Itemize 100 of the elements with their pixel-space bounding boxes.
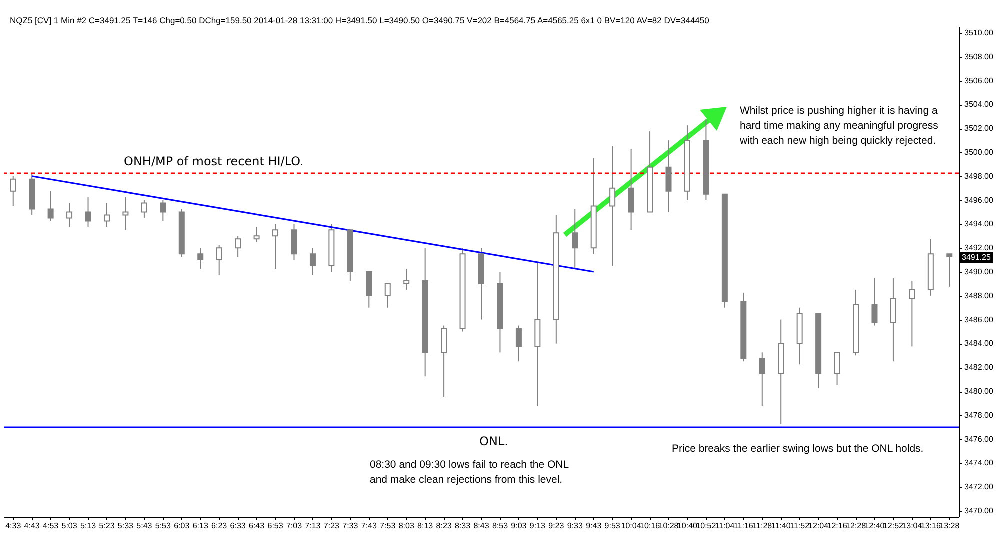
x-tick-label: 13:16 xyxy=(920,522,942,530)
x-tick-label: 7:03 xyxy=(286,522,303,530)
x-tick-label: 8:03 xyxy=(398,522,415,530)
y-tick-label: 3504.00 xyxy=(964,100,994,110)
candlestick xyxy=(610,146,616,267)
ref-line-label: ONL. xyxy=(480,434,508,448)
y-tick-label: 3510.00 xyxy=(964,28,994,38)
x-tick-label: 5:43 xyxy=(136,522,153,530)
candlestick xyxy=(160,200,166,222)
y-tick-label: 3486.00 xyxy=(964,315,994,324)
x-tick-label: 5:13 xyxy=(80,522,97,530)
x-tick-label: 7:33 xyxy=(342,522,359,530)
chart-title: NQZ5 [CV] 1 Min #2 C=3491.25 T=146 Chg=0.50 DChg=159.50 2014-01-28 13:31:00 H=3491.50 L=3490.50 O=3490.75 V=202 B=4564.75 A=4565.25 6x1 0 BV=120 AV=82 DV=344450 xyxy=(10,16,710,26)
x-tick-label: 12:40 xyxy=(864,522,886,530)
candlestick xyxy=(946,254,953,288)
y-tick-label: 3500.00 xyxy=(964,148,994,157)
y-tick-label: 3506.00 xyxy=(964,76,994,86)
candlestick xyxy=(366,272,372,308)
x-tick-label: 7:53 xyxy=(380,522,396,530)
candlestick xyxy=(85,196,92,228)
candlestick xyxy=(628,149,634,231)
candlestick xyxy=(441,325,448,398)
annotation: Price breaks the earlier swing lows but the ONL holds. xyxy=(672,442,925,457)
candlestick xyxy=(909,280,916,348)
x-tick-label: 9:23 xyxy=(548,522,565,530)
x-tick-label: 8:43 xyxy=(474,522,490,530)
x-tick-label: 10:52 xyxy=(696,522,717,530)
x-tick-label: 9:03 xyxy=(511,522,528,530)
x-tick-label: 4:33 xyxy=(6,522,22,530)
x-tick-label: 6:03 xyxy=(174,522,190,530)
candlestick xyxy=(141,200,148,219)
candlestick xyxy=(759,352,766,407)
x-tick-label: 5:23 xyxy=(99,522,116,530)
candlestick xyxy=(235,236,242,258)
candlestick xyxy=(666,140,672,213)
candlestick xyxy=(198,248,204,270)
x-tick-label: 6:43 xyxy=(249,522,266,530)
y-tick-label: 3494.00 xyxy=(964,220,994,229)
x-tick-label: 8:33 xyxy=(454,522,472,530)
x-tick-label: 8:53 xyxy=(492,522,509,530)
x-tick-label: 6:13 xyxy=(192,522,209,530)
x-tick-label: 10:04 xyxy=(621,522,642,530)
candlestick xyxy=(310,248,316,276)
candlestick xyxy=(572,208,578,270)
y-tick-label: 3470.00 xyxy=(964,506,994,516)
annotation: 3491.25 xyxy=(960,252,993,263)
candlestick xyxy=(291,224,298,261)
x-tick-label: 9:13 xyxy=(530,522,546,530)
x-tick-label: 11:52 xyxy=(790,522,810,530)
candlestick xyxy=(384,283,391,308)
y-tick-label: 3492.00 xyxy=(964,244,994,253)
x-tick-label: 5:33 xyxy=(118,522,134,530)
x-tick-label: 9:43 xyxy=(586,522,602,530)
x-tick-label: 8:23 xyxy=(436,522,452,530)
candlestick xyxy=(404,268,410,290)
x-tick-label: 7:13 xyxy=(305,522,322,530)
x-tick-label: 12:16 xyxy=(827,522,848,530)
x-tick-label: 11:04 xyxy=(715,522,736,530)
candlestick xyxy=(254,226,260,243)
candlestick xyxy=(516,325,522,362)
y-tick-label: 3498.00 xyxy=(964,172,994,181)
x-tick-label: 7:23 xyxy=(324,522,340,530)
x-tick-label: 11:16 xyxy=(734,522,754,530)
y-tick-label: 3482.00 xyxy=(964,363,994,372)
x-tick-label: 6:53 xyxy=(268,522,284,530)
x-tick-label: 13:28 xyxy=(940,522,960,530)
y-tick-label: 3502.00 xyxy=(964,124,994,134)
x-tick-label: 11:40 xyxy=(771,522,792,530)
x-tick-label: 8:13 xyxy=(418,522,434,530)
y-tick-label: 3480.00 xyxy=(964,387,994,396)
candlestick xyxy=(834,352,840,386)
x-tick-label: 13:04 xyxy=(902,522,923,530)
candlestick xyxy=(48,190,54,222)
x-tick-label: 4:43 xyxy=(24,522,40,530)
x-tick-label: 5:53 xyxy=(155,522,172,530)
y-tick-label: 3484.00 xyxy=(964,339,994,348)
y-tick-label: 3478.00 xyxy=(964,410,994,420)
candlestick xyxy=(890,277,896,362)
x-tick-label: 7:43 xyxy=(361,522,378,530)
candlestick xyxy=(122,196,129,231)
candlestick xyxy=(216,244,222,276)
x-tick-label: 9:33 xyxy=(567,522,584,530)
y-tick-label: 3490.00 xyxy=(964,268,994,276)
annotation: Whilst price is pushing higher it is having a hard time making any meaningful progress with each new high being quickly rejected. xyxy=(740,104,940,149)
y-tick-label: 3474.00 xyxy=(964,458,994,468)
y-tick-label: 3472.00 xyxy=(964,482,994,492)
ref-line-label: ONH/MP of most recent HI/LO. xyxy=(124,154,304,168)
y-tick-label: 3476.00 xyxy=(964,434,994,444)
candlestick xyxy=(10,176,16,207)
candlestick xyxy=(66,202,73,228)
annotation: 08:30 and 09:30 lows fail to reach the ONL and make clean rejections from this level. xyxy=(370,458,570,488)
x-tick-label: 10:28 xyxy=(658,522,680,530)
candlestick xyxy=(104,202,110,228)
y-tick-label: 3508.00 xyxy=(964,52,994,62)
x-tick-label: 6:33 xyxy=(230,522,246,530)
candlestick xyxy=(872,277,878,326)
x-tick-label: 11:28 xyxy=(752,522,773,530)
y-tick-label: 3488.00 xyxy=(964,291,994,300)
y-tick-label: 3496.00 xyxy=(964,196,994,205)
x-tick-label: 5:03 xyxy=(62,522,78,530)
